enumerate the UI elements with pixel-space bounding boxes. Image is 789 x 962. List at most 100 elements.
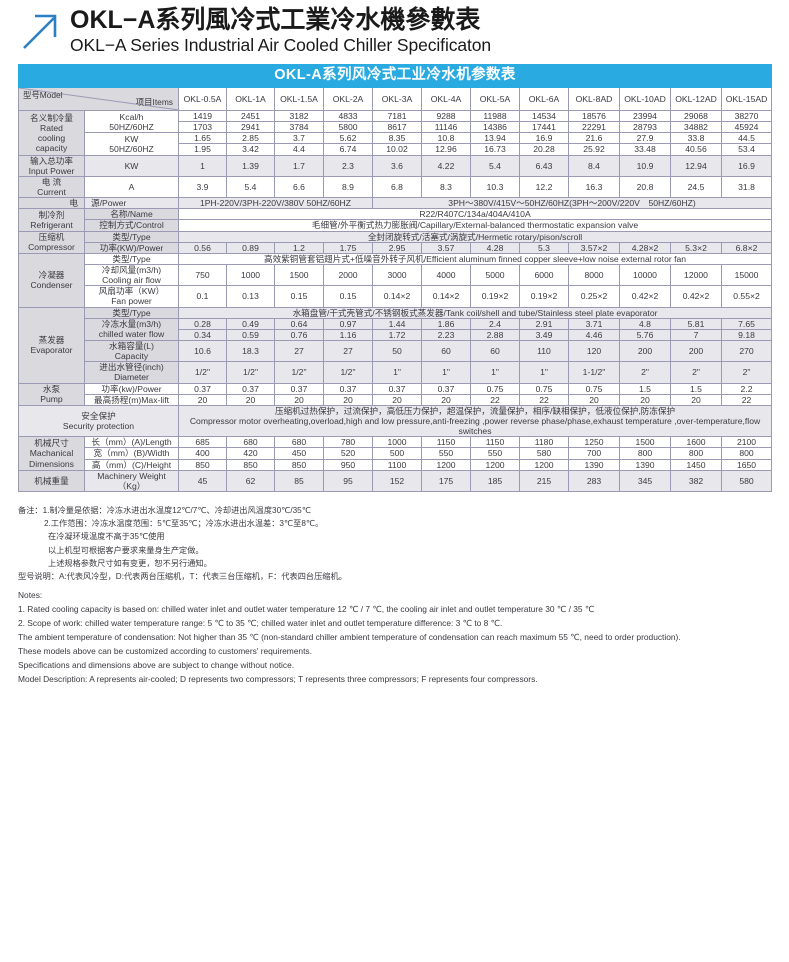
chilled-water-flow-50hz-OKL-12AD: 5.81 [670, 317, 722, 330]
weight-OKL-0.5A: 45 [178, 469, 227, 492]
pump-max-lift-OKL-0.5A: 20 [178, 393, 227, 406]
kcal-60hz-OKL-15AD: 45924 [720, 121, 773, 134]
pump-max-lift-OKL-3A: 20 [372, 393, 422, 406]
compressor-power-OKL-4A: 3.57 [421, 241, 471, 254]
kw-50hz-OKL-5A: 13.94 [470, 132, 520, 145]
row-item-current-a: A [84, 175, 179, 199]
kw-60hz-OKL-4A: 12.96 [421, 143, 471, 156]
current-OKL-1.5A: 6.6 [274, 175, 324, 199]
weight-OKL-10AD: 345 [619, 469, 671, 492]
table-row: 机械尺寸 Machanical Dimensions 长（mm）(A)/Length 6… [18, 436, 773, 471]
weight-OKL-2A: 95 [323, 469, 373, 492]
pump-power-OKL-3A: 0.37 [372, 382, 422, 395]
kcal-50hz-OKL-1.5A: 3182 [274, 109, 324, 123]
weight-OKL-4A: 175 [421, 469, 471, 492]
kw-50hz-OKL-3A: 8.35 [372, 132, 422, 145]
kw-50hz-OKL-1.5A: 3.7 [274, 132, 324, 145]
page-title-cn: OKL−A系列風冷式工業冷水機參數表 [70, 6, 481, 34]
tank-capacity-OKL-12AD: 200 [670, 339, 722, 363]
height-OKL-2A: 950 [323, 458, 373, 471]
arrow-up-right-icon [18, 8, 64, 54]
compressor-power-OKL-15AD: 6.8×2 [720, 241, 773, 254]
height-OKL-5A: 1200 [470, 458, 520, 471]
table-row: 冷冻水量(m3/h) chilled water flow 0.28 0.49 0.64… [19, 317, 773, 341]
row-group-input-power: 输入总功率 Input Power [18, 154, 85, 177]
weight-OKL-3A: 152 [372, 469, 422, 492]
pump-power-OKL-12AD: 1.5 [670, 382, 722, 395]
table-row: 功率(KW)/Power 0.56 0.89 1.2 1.75 2.95 3.57 4.28 5… [19, 241, 773, 254]
row-group-rated-capacity: 名义制冷量 Rated cooling capacity [18, 110, 85, 156]
input-power-OKL-1.5A: 1.7 [274, 154, 324, 177]
row-item-evaporator-type: 类型/Type [84, 306, 179, 319]
row-group-condenser: 冷凝器 Condenser [18, 252, 85, 308]
tank-capacity-OKL-8AD: 120 [568, 339, 620, 363]
pipe-diameter-OKL-12AD: 2" [670, 361, 722, 384]
kw-60hz-OKL-12AD: 40.56 [670, 143, 722, 156]
chilled-water-flow-60hz-OKL-12AD: 7 [670, 328, 722, 341]
chilled-water-flow-60hz-OKL-0.5A: 0.34 [178, 328, 227, 341]
fan-power-OKL-12AD: 0.42×2 [670, 285, 722, 308]
fan-power-OKL-8AD: 0.25×2 [568, 285, 620, 308]
table-row: OKL-A系列风冷式工业冷水机参数表 [17, 64, 773, 88]
pipe-diameter-OKL-1.5A: 1/2" [274, 361, 324, 384]
pump-power-OKL-0.5A: 0.37 [178, 382, 227, 395]
pipe-diameter-OKL-1A: 1/2" [226, 361, 275, 384]
corner-header: 型号Model 项目Items [18, 87, 179, 111]
weight-OKL-5A: 185 [470, 469, 520, 492]
current-OKL-8AD: 16.3 [568, 175, 620, 199]
height-OKL-4A: 1200 [421, 458, 471, 471]
table-row: 最高扬程(m)Max-lift 20 20 20 20 20 20 22 22 20 20 20 22 [19, 393, 773, 406]
note-cn-6: 型号说明：A:代表风冷型，D:代表两台压缩机，T：代表三台压缩机，F：代表四台压… [18, 572, 347, 582]
page-header: OKL−A系列風冷式工業冷水機參數表 OKL−A Series Industri… [0, 0, 789, 58]
model-header-OKL-3A: OKL-3A [372, 87, 422, 111]
current-OKL-15AD: 31.8 [720, 175, 773, 199]
pump-power-OKL-1.5A: 0.37 [274, 382, 324, 395]
power-supply-left: 1PH-220V/3PH-220V/380V 50HZ/60HZ [178, 197, 373, 210]
kw-50hz-OKL-2A: 5.62 [323, 132, 373, 145]
compressor-power-OKL-0.5A: 0.56 [178, 241, 227, 254]
pipe-diameter-OKL-6A: 1" [519, 361, 569, 384]
kw-60hz-OKL-8AD: 25.92 [568, 143, 620, 156]
kcal-50hz-OKL-0.5A: 1419 [178, 109, 227, 123]
note-cn-5: 上述规格参数尺寸如有变更，恕不另行通知。 [48, 559, 212, 569]
current-OKL-2A: 8.9 [323, 175, 373, 199]
width-OKL-0.5A: 400 [178, 447, 227, 460]
pipe-diameter-OKL-3A: 1" [372, 361, 422, 384]
row-group-refrigerant: 制冷剂 Refrigerant [18, 208, 85, 232]
input-power-OKL-6A: 6.43 [519, 154, 569, 177]
weight-OKL-15AD: 580 [720, 469, 773, 492]
fan-power-OKL-1.5A: 0.15 [274, 285, 324, 308]
kw-60hz-OKL-3A: 10.02 [372, 143, 422, 156]
tank-capacity-OKL-0.5A: 10.6 [178, 339, 227, 363]
compressor-power-OKL-6A: 5.3 [519, 241, 569, 254]
tank-capacity-OKL-2A: 27 [323, 339, 373, 363]
pipe-diameter-OKL-5A: 1" [470, 361, 520, 384]
pump-max-lift-OKL-5A: 22 [470, 393, 520, 406]
pump-power-OKL-2A: 0.37 [323, 382, 373, 395]
pump-max-lift-OKL-8AD: 20 [568, 393, 620, 406]
kw-50hz-OKL-15AD: 44.5 [720, 132, 773, 145]
notes-en-title: Notes: [18, 589, 43, 600]
current-OKL-1A: 5.4 [226, 175, 275, 199]
chilled-water-flow-60hz-OKL-6A: 3.49 [519, 328, 569, 341]
note-en-3: The ambient temperature of condensation:… [18, 631, 681, 642]
chilled-water-flow-50hz-OKL-4A: 1.86 [421, 317, 471, 330]
kcal-50hz-OKL-15AD: 38270 [720, 109, 773, 123]
cooling-air-flow-OKL-2A: 2000 [323, 263, 373, 287]
compressor-type-value: 全封闭旋转式/活塞式/涡旋式/Hermetic rotary/pison/scr… [177, 230, 773, 243]
cooling-air-flow-OKL-1A: 1000 [226, 263, 275, 287]
chilled-water-flow-50hz-OKL-2A: 0.97 [323, 317, 373, 330]
kcal-50hz-OKL-4A: 9288 [421, 109, 471, 123]
kcal-60hz-OKL-3A: 8617 [372, 121, 422, 134]
width-OKL-5A: 550 [470, 447, 520, 460]
cooling-air-flow-OKL-6A: 6000 [519, 263, 569, 287]
chilled-water-flow-50hz-OKL-6A: 2.91 [519, 317, 569, 330]
pump-power-OKL-15AD: 2.2 [720, 382, 773, 395]
kcal-60hz-OKL-10AD: 28793 [619, 121, 671, 134]
height-OKL-3A: 1100 [372, 458, 422, 471]
kw-50hz-OKL-0.5A: 1.65 [178, 132, 227, 145]
title-block: OKL−A系列風冷式工業冷水機參數表 OKL−A Series Industri… [64, 6, 491, 56]
chilled-water-flow-60hz-OKL-1A: 0.59 [226, 328, 275, 341]
kw-60hz-OKL-10AD: 33.48 [619, 143, 671, 156]
kcal-50hz-OKL-3A: 7181 [372, 109, 422, 123]
